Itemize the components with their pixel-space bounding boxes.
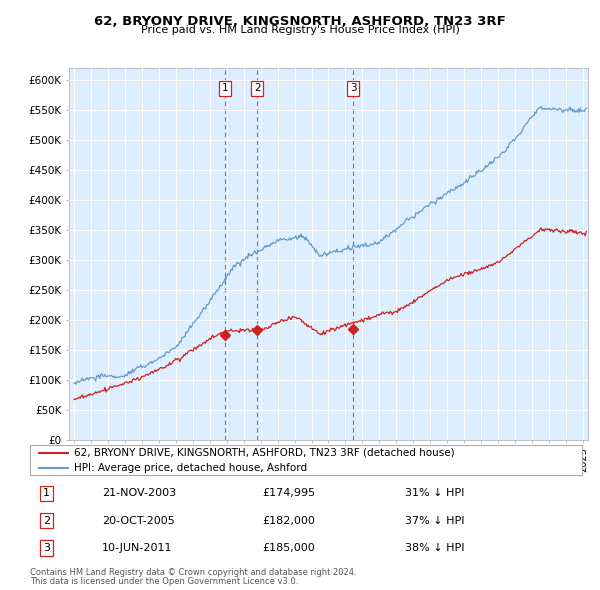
- Text: 37% ↓ HPI: 37% ↓ HPI: [406, 516, 465, 526]
- Text: 62, BRYONY DRIVE, KINGSNORTH, ASHFORD, TN23 3RF (detached house): 62, BRYONY DRIVE, KINGSNORTH, ASHFORD, T…: [74, 448, 455, 458]
- Text: HPI: Average price, detached house, Ashford: HPI: Average price, detached house, Ashf…: [74, 463, 307, 473]
- Text: £182,000: £182,000: [262, 516, 315, 526]
- Text: £185,000: £185,000: [262, 543, 314, 553]
- Text: 10-JUN-2011: 10-JUN-2011: [102, 543, 172, 553]
- Text: 2: 2: [254, 83, 260, 93]
- Text: 38% ↓ HPI: 38% ↓ HPI: [406, 543, 465, 553]
- Text: 2: 2: [43, 516, 50, 526]
- Text: 21-NOV-2003: 21-NOV-2003: [102, 489, 176, 499]
- Text: 3: 3: [43, 543, 50, 553]
- Text: 1: 1: [43, 489, 50, 499]
- Text: £174,995: £174,995: [262, 489, 315, 499]
- Text: This data is licensed under the Open Government Licence v3.0.: This data is licensed under the Open Gov…: [30, 577, 298, 586]
- FancyBboxPatch shape: [30, 445, 582, 475]
- Text: 3: 3: [350, 83, 356, 93]
- Text: 62, BRYONY DRIVE, KINGSNORTH, ASHFORD, TN23 3RF: 62, BRYONY DRIVE, KINGSNORTH, ASHFORD, T…: [94, 15, 506, 28]
- Text: Price paid vs. HM Land Registry's House Price Index (HPI): Price paid vs. HM Land Registry's House …: [140, 25, 460, 35]
- Text: 1: 1: [222, 83, 229, 93]
- Text: Contains HM Land Registry data © Crown copyright and database right 2024.: Contains HM Land Registry data © Crown c…: [30, 568, 356, 576]
- Text: 31% ↓ HPI: 31% ↓ HPI: [406, 489, 465, 499]
- Text: 20-OCT-2005: 20-OCT-2005: [102, 516, 175, 526]
